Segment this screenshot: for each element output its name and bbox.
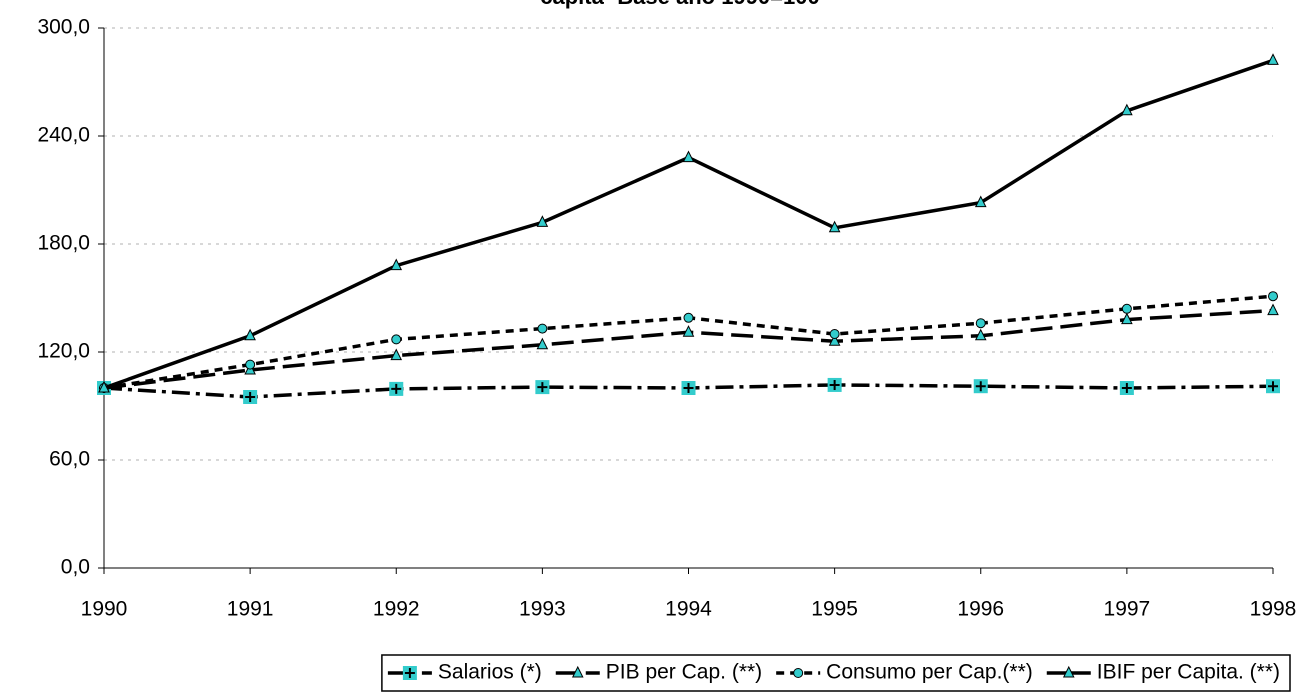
marker: [1268, 291, 1278, 302]
marker: [1121, 303, 1132, 314]
marker: [793, 668, 804, 678]
x-tick-label: 1991: [227, 598, 274, 621]
legend-label: PIB per Cap. (**): [606, 661, 762, 684]
marker: [391, 334, 402, 345]
marker: [975, 318, 986, 329]
legend-box: [381, 654, 1291, 692]
marker-cross: [404, 668, 415, 678]
marker-cross: [683, 383, 694, 393]
x-tick-label: 1995: [811, 598, 858, 621]
marker: [390, 258, 403, 271]
marker: [1062, 665, 1075, 678]
y-tick-label: 300,0: [37, 16, 90, 39]
marker: [828, 220, 841, 233]
marker: [829, 329, 840, 339]
marker-cross: [1121, 383, 1132, 393]
x-tick-label: 1997: [1104, 598, 1151, 621]
marker: [1267, 303, 1279, 316]
marker: [536, 337, 549, 350]
x-tick-label: 1994: [665, 598, 712, 621]
marker-cross: [391, 383, 402, 394]
marker: [536, 215, 549, 227]
marker: [390, 348, 403, 361]
series-line: [103, 294, 1274, 390]
series-line: [103, 58, 1274, 390]
marker: [1267, 53, 1279, 65]
marker: [974, 195, 987, 208]
y-tick-label: 120,0: [37, 340, 90, 363]
x-tick-label: 1992: [373, 598, 420, 621]
marker-cross: [975, 381, 986, 392]
marker: [244, 328, 256, 341]
marker: [683, 312, 694, 323]
marker: [682, 325, 695, 337]
y-tick-label: 180,0: [37, 232, 90, 255]
marker: [98, 380, 110, 393]
x-tick-label: 1990: [81, 598, 128, 621]
marker: [682, 150, 695, 163]
marker-cross: [537, 382, 548, 393]
y-tick-label: 0,0: [61, 556, 90, 579]
y-tick-label: 240,0: [37, 124, 90, 147]
marker: [828, 334, 841, 346]
marker-cross: [829, 379, 840, 390]
legend-label: Salarios (*): [438, 661, 542, 684]
marker: [245, 359, 256, 370]
chart-title: capita- Base año 1990=100: [540, 0, 819, 9]
marker: [571, 665, 584, 678]
legend-label: IBIF per Capita. (**): [1097, 661, 1280, 684]
marker: [537, 323, 548, 334]
marker-cross: [245, 392, 256, 402]
marker: [1121, 103, 1133, 116]
marker: [974, 328, 987, 341]
y-tick-label: 60,0: [49, 448, 90, 471]
x-tick-label: 1996: [957, 598, 1004, 621]
legend: Salarios (*) PIB per Cap. (**) Consumo per…: [381, 654, 1291, 692]
marker: [1121, 312, 1133, 325]
marker-cross: [1268, 381, 1278, 392]
legend-label: Consumo per Cap.(**): [826, 661, 1033, 684]
x-tick-label: 1998: [1250, 598, 1297, 621]
x-tick-label: 1993: [519, 598, 566, 621]
